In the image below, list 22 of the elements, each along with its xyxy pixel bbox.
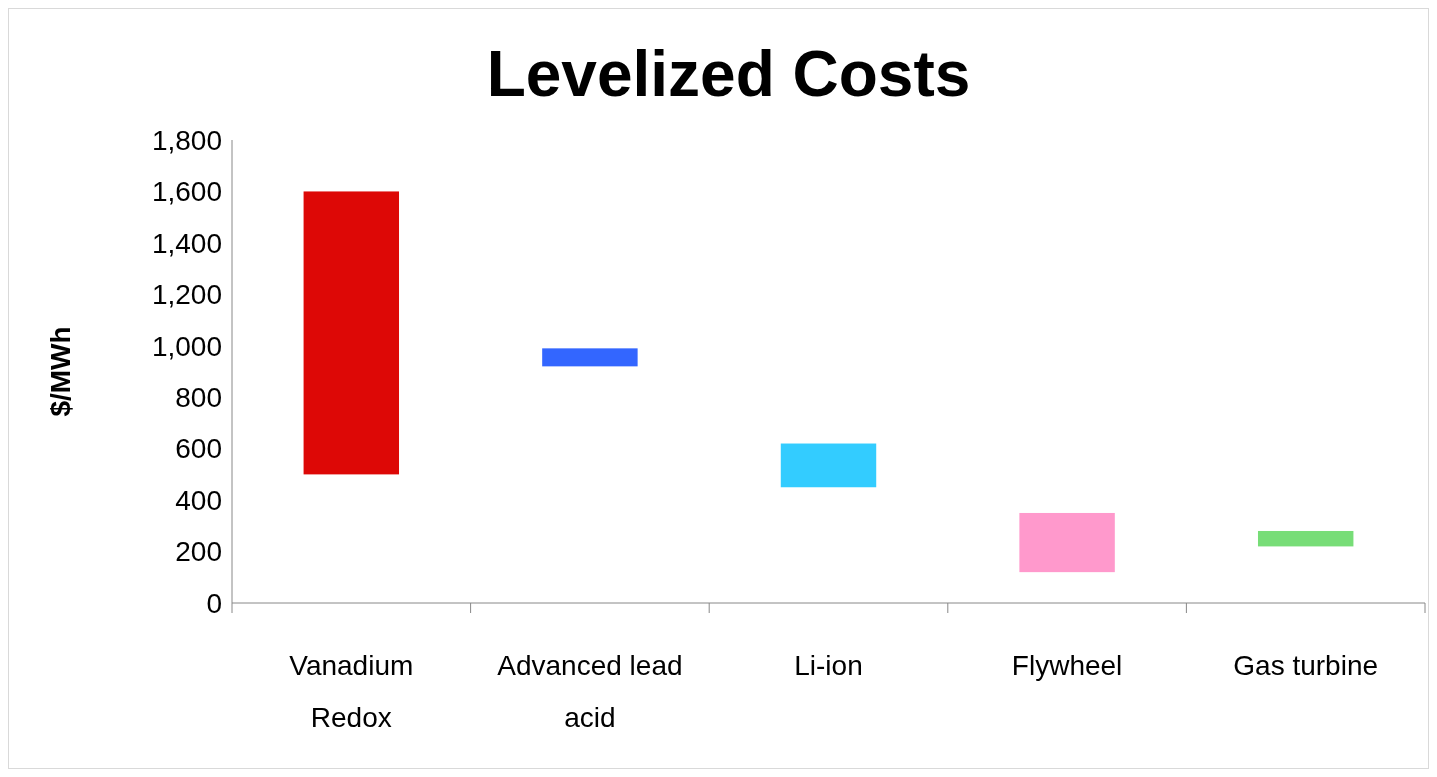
y-tick-label: 1,200 xyxy=(151,279,222,311)
x-tick-label: Flywheel xyxy=(1011,650,1123,681)
x-tick-label: Gas turbine xyxy=(1233,650,1379,681)
y-tick-label: 0 xyxy=(206,587,222,619)
bar xyxy=(780,443,877,488)
x-tick-label: Li-ion xyxy=(794,650,863,681)
x-tick-label: Vanadium Redox xyxy=(289,650,414,733)
bar xyxy=(542,348,638,367)
y-tick-label: 1,800 xyxy=(151,124,222,156)
y-tick-label: 800 xyxy=(175,382,222,414)
bar xyxy=(303,191,400,475)
bar xyxy=(1257,530,1354,547)
chart-title: Levelized Costs xyxy=(486,38,971,110)
y-tick-label: 1,600 xyxy=(151,176,222,208)
y-tick-label: 400 xyxy=(175,484,222,516)
y-tick-label: 1,400 xyxy=(151,227,222,259)
bar xyxy=(1019,512,1115,573)
y-tick-label: 1,000 xyxy=(151,330,222,362)
y-axis-title: $/MWh xyxy=(45,326,76,417)
y-tick-label: 200 xyxy=(175,536,222,568)
y-tick-label: 600 xyxy=(175,433,222,465)
x-tick-label: Advanced lead acid xyxy=(497,650,683,733)
